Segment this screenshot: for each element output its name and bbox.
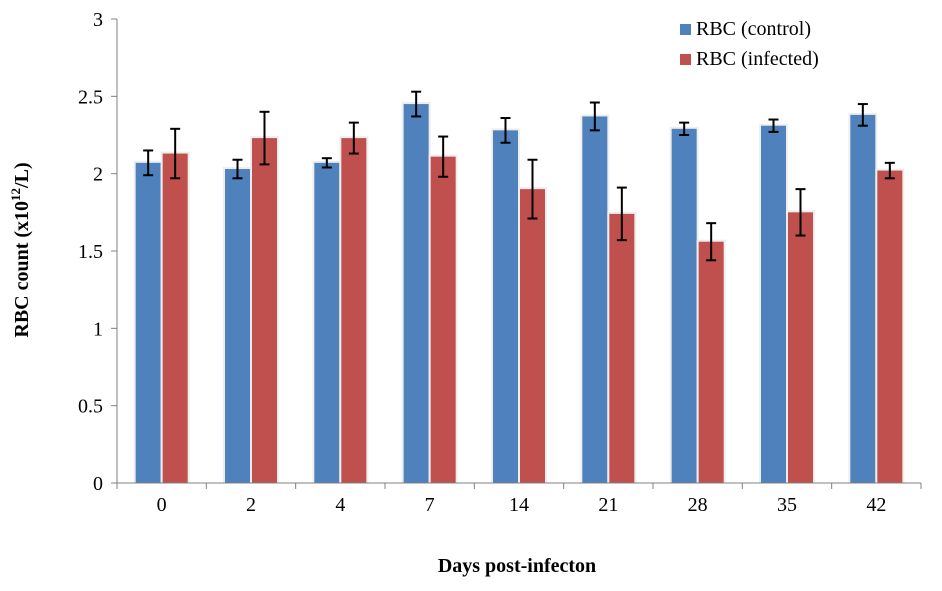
x-tick-label: 42 (866, 494, 886, 516)
bar-infected-28 (698, 241, 724, 483)
y-axis-title: RBC count (x1012/L) (8, 162, 33, 337)
bar-infected-14 (520, 189, 545, 483)
axes-group (111, 18, 922, 489)
bar-infected-7 (430, 156, 456, 484)
x-tick-label: 2 (246, 494, 256, 516)
y-tick-label: 3 (93, 9, 103, 31)
error-bars-group (143, 90, 895, 262)
x-tick-label: 21 (598, 494, 618, 516)
y-tick-label: 1.5 (78, 241, 103, 263)
legend: RBC (control) RBC (infected) (680, 18, 819, 70)
bar-control-14 (493, 130, 518, 484)
bar-infected-0 (162, 153, 188, 483)
bar-infected-4 (341, 138, 367, 484)
y-axis-title-sup: 12 (8, 188, 23, 201)
bar-control-7 (403, 104, 429, 484)
legend-swatch-control (680, 24, 691, 35)
legend-swatch-infected (680, 54, 691, 65)
y-tick-label: 0.5 (78, 396, 103, 418)
bar-infected-2 (252, 138, 277, 484)
y-axis-title-main: RBC count (x10 (11, 201, 33, 338)
bar-infected-21 (609, 213, 635, 483)
x-tick-label: 0 (157, 494, 167, 516)
y-tick-label: 1 (93, 318, 103, 340)
x-tick-label: 28 (688, 494, 708, 516)
x-tick-labels: 0 2 4 7 14 21 28 35 42 (157, 494, 887, 516)
y-tick-label: 2.5 (78, 86, 103, 108)
x-tick-label: 14 (509, 494, 529, 516)
legend-label-infected: RBC (infected) (696, 48, 819, 70)
bar-control-0 (135, 162, 161, 483)
legend-label-control: RBC (control) (696, 18, 811, 40)
x-tick-label: 35 (777, 494, 797, 516)
bar-control-28 (671, 128, 697, 483)
bar-infected-35 (788, 212, 813, 484)
y-tick-labels: 0 0.5 1 1.5 2 2.5 3 (78, 9, 103, 495)
bar-control-21 (582, 116, 608, 483)
bar-control-2 (225, 169, 250, 483)
x-tick-label: 7 (425, 494, 435, 516)
bar-control-42 (850, 114, 876, 483)
y-tick-label: 0 (93, 473, 103, 495)
bar-control-35 (761, 125, 786, 483)
bar-infected-42 (877, 170, 903, 483)
x-axis-title: Days post-infecton (438, 555, 596, 577)
y-tick-label: 2 (93, 164, 103, 186)
bars-group (133, 102, 905, 484)
x-tick-label: 4 (335, 494, 345, 516)
bar-control-4 (314, 162, 340, 483)
y-axis-title-end: /L) (11, 162, 33, 189)
